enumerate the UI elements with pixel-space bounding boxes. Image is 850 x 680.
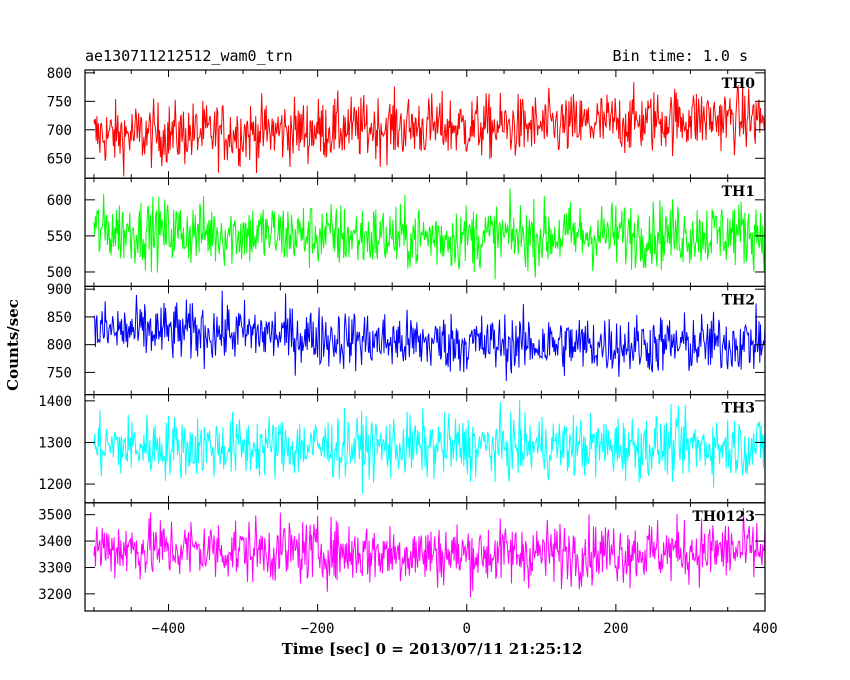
y-tick-label: 700 bbox=[47, 123, 72, 139]
y-axis-title: Counts/sec bbox=[4, 299, 22, 391]
y-tick-label: 600 bbox=[47, 193, 72, 209]
panel-label-th1: TH1 bbox=[722, 184, 755, 200]
series-th3 bbox=[93, 400, 765, 494]
panel-label-th0123: TH0123 bbox=[692, 509, 755, 525]
y-tick-label: 800 bbox=[47, 338, 72, 354]
y-tick-label: 750 bbox=[47, 94, 72, 110]
panel-frame bbox=[84, 502, 766, 612]
x-axis-title: Time [sec] 0 = 2013/07/11 21:25:12 bbox=[282, 640, 583, 658]
x-axis: −400 −200 0 200 400 bbox=[152, 621, 778, 637]
y-tick-label: 500 bbox=[47, 265, 72, 281]
y-tick-label: 550 bbox=[47, 229, 72, 245]
y-tick-label: 750 bbox=[47, 365, 72, 381]
x-tick-label: −200 bbox=[301, 621, 335, 637]
x-tick-label: 0 bbox=[463, 621, 471, 637]
x-tick-label: −400 bbox=[152, 621, 186, 637]
y-tick-label: 3500 bbox=[38, 508, 72, 524]
y-tick-label: 650 bbox=[47, 151, 72, 167]
panel-th0123: 3200 3300 3400 3500 TH0123 bbox=[38, 502, 766, 612]
series-th0123 bbox=[93, 508, 765, 598]
panel-label-th0: TH0 bbox=[722, 76, 756, 92]
series-th1 bbox=[93, 188, 765, 280]
chart-title: ae130711212512_wam0_trn bbox=[85, 47, 293, 65]
y-tick-label: 850 bbox=[47, 310, 72, 326]
y-tick-label: 1400 bbox=[38, 394, 72, 410]
y-tick-label: 900 bbox=[47, 282, 72, 298]
series-th2 bbox=[93, 290, 765, 382]
panel-label-th3: TH3 bbox=[722, 401, 755, 417]
y-tick-label: 3300 bbox=[38, 560, 72, 576]
series-th0 bbox=[93, 82, 765, 177]
y-tick-label: 3400 bbox=[38, 534, 72, 550]
panel-th0: 650 700 750 800 TH0 bbox=[47, 66, 766, 179]
y-tick-label: 1300 bbox=[38, 435, 72, 451]
panels: 650 700 750 800 TH0 500 550 600 TH1 750 800 850 900 T… bbox=[38, 66, 766, 612]
panel-th2: 750 800 850 900 TH2 bbox=[47, 282, 766, 396]
y-tick-label: 1200 bbox=[38, 477, 72, 493]
y-tick-label: 3200 bbox=[38, 587, 72, 603]
x-tick-label: 200 bbox=[603, 621, 628, 637]
panel-label-th2: TH2 bbox=[722, 292, 755, 308]
y-tick-label: 800 bbox=[47, 66, 72, 82]
panel-th1: 500 550 600 TH1 bbox=[47, 177, 766, 287]
bin-time-label: Bin time: 1.0 s bbox=[613, 47, 748, 65]
x-tick-label: 400 bbox=[752, 621, 777, 637]
panel-th3: 1200 1300 1400 TH3 bbox=[38, 394, 766, 504]
